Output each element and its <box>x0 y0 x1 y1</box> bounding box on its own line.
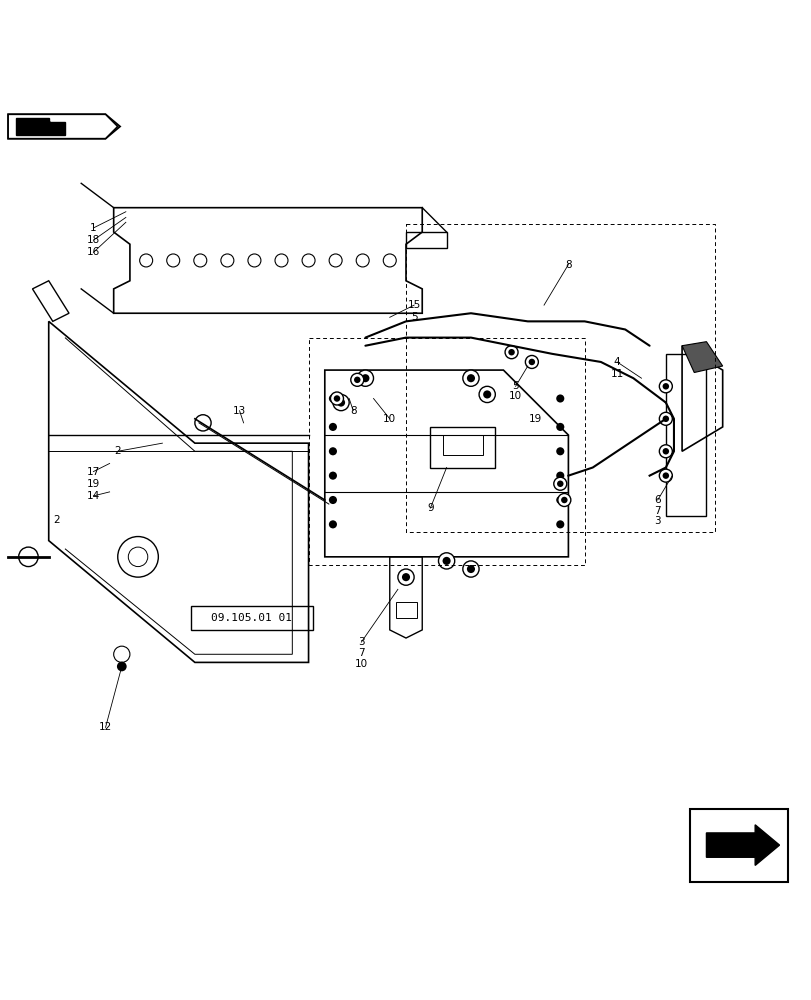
Circle shape <box>556 447 564 455</box>
Circle shape <box>659 380 672 393</box>
Circle shape <box>462 561 478 577</box>
Circle shape <box>328 496 337 504</box>
Circle shape <box>438 553 454 569</box>
Circle shape <box>361 374 369 382</box>
Circle shape <box>659 445 672 458</box>
Polygon shape <box>20 120 45 131</box>
Text: 15: 15 <box>407 300 420 310</box>
Circle shape <box>333 394 349 411</box>
Circle shape <box>556 481 563 487</box>
Text: 19: 19 <box>87 479 100 489</box>
Circle shape <box>560 497 567 503</box>
Circle shape <box>556 472 564 480</box>
Text: 3: 3 <box>654 516 660 526</box>
Text: 19: 19 <box>529 414 542 424</box>
Circle shape <box>478 386 495 403</box>
Circle shape <box>528 359 534 365</box>
Circle shape <box>556 423 564 431</box>
Text: 9: 9 <box>427 503 433 513</box>
Text: 5: 5 <box>410 312 417 322</box>
Circle shape <box>328 423 337 431</box>
Circle shape <box>328 520 337 528</box>
Circle shape <box>19 547 38 567</box>
Circle shape <box>466 565 474 573</box>
Circle shape <box>397 569 414 585</box>
Text: 8: 8 <box>564 260 571 270</box>
Circle shape <box>401 573 410 581</box>
Circle shape <box>442 557 450 565</box>
Circle shape <box>556 520 564 528</box>
Polygon shape <box>20 122 49 135</box>
Text: 4: 4 <box>613 357 620 367</box>
Circle shape <box>662 448 668 455</box>
Circle shape <box>350 373 363 386</box>
Polygon shape <box>706 825 779 865</box>
Circle shape <box>328 447 337 455</box>
Text: 2: 2 <box>54 515 60 525</box>
Circle shape <box>117 662 127 671</box>
Text: 11: 11 <box>610 369 623 379</box>
Text: 1: 1 <box>90 223 97 233</box>
Text: 5: 5 <box>512 381 518 391</box>
Polygon shape <box>8 114 118 139</box>
Polygon shape <box>8 114 120 139</box>
Bar <box>396 601 416 618</box>
Text: 14: 14 <box>87 491 100 501</box>
Bar <box>689 809 787 882</box>
Circle shape <box>333 395 340 402</box>
Circle shape <box>659 412 672 425</box>
Circle shape <box>662 472 668 479</box>
Circle shape <box>466 374 474 382</box>
Text: 2: 2 <box>114 446 121 456</box>
Circle shape <box>354 377 360 383</box>
Circle shape <box>659 469 672 482</box>
Text: 16: 16 <box>87 247 100 257</box>
Text: 18: 18 <box>87 235 100 245</box>
Text: 10: 10 <box>354 659 367 669</box>
Text: 13: 13 <box>233 406 246 416</box>
Circle shape <box>195 415 211 431</box>
Circle shape <box>504 346 517 359</box>
Circle shape <box>557 494 570 506</box>
Circle shape <box>525 355 538 368</box>
Circle shape <box>462 370 478 386</box>
Circle shape <box>357 370 373 386</box>
Circle shape <box>328 394 337 403</box>
Text: 6: 6 <box>654 495 660 505</box>
Text: 10: 10 <box>508 391 521 401</box>
Text: 17: 17 <box>87 467 100 477</box>
Text: 09.105.01 01: 09.105.01 01 <box>211 613 292 623</box>
Circle shape <box>328 472 337 480</box>
Circle shape <box>662 383 668 390</box>
Polygon shape <box>16 118 65 135</box>
Circle shape <box>330 392 343 405</box>
Circle shape <box>483 390 491 398</box>
Circle shape <box>508 349 514 355</box>
Circle shape <box>337 399 345 407</box>
Bar <box>442 435 483 455</box>
Circle shape <box>662 416 668 422</box>
Circle shape <box>556 496 564 504</box>
Text: 10: 10 <box>383 414 396 424</box>
Circle shape <box>553 477 566 490</box>
Text: 12: 12 <box>99 722 112 732</box>
Circle shape <box>556 394 564 403</box>
Polygon shape <box>681 342 722 373</box>
Text: 8: 8 <box>350 406 356 416</box>
Text: 7: 7 <box>654 506 660 516</box>
Text: 7: 7 <box>358 648 364 658</box>
Text: 3: 3 <box>358 637 364 647</box>
